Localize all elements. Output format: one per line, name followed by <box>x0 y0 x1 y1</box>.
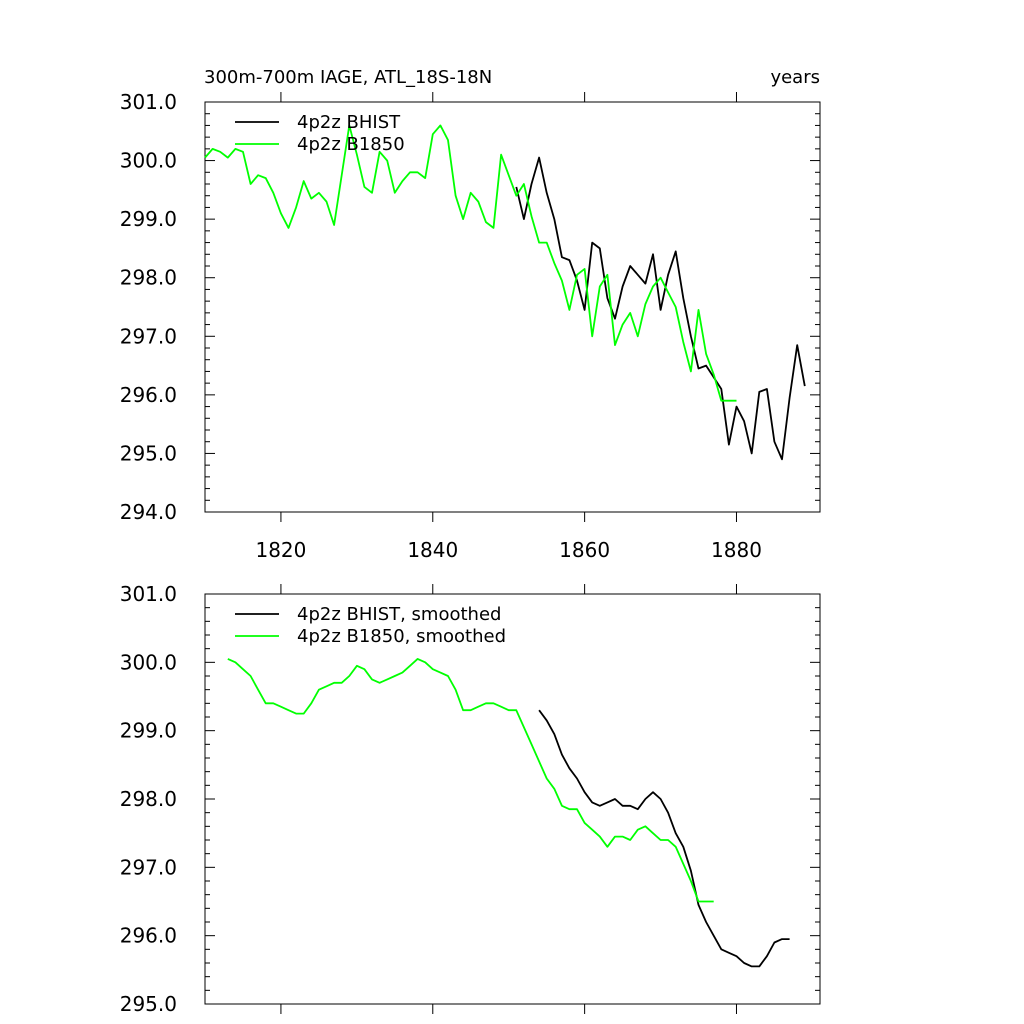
y-tick-label: 301.0 <box>120 582 177 606</box>
x-tick-label: 1860 <box>559 538 610 562</box>
legend-label: 4p2z B1850 <box>297 134 405 155</box>
y-tick-label: 296.0 <box>120 924 177 948</box>
legend-label: 4p2z BHIST <box>297 112 401 133</box>
y-tick-label: 296.0 <box>120 383 177 407</box>
y-tick-label: 299.0 <box>120 719 177 743</box>
units-label: years <box>770 67 820 88</box>
y-tick-label: 300.0 <box>120 650 177 674</box>
y-tick-label: 294.0 <box>120 500 177 524</box>
x-tick-label: 1820 <box>255 538 306 562</box>
series-line <box>538 709 790 968</box>
y-tick-label: 299.0 <box>120 207 177 231</box>
y-tick-label: 295.0 <box>120 441 177 465</box>
y-tick-label: 298.0 <box>120 787 177 811</box>
x-tick-label: 1880 <box>711 538 762 562</box>
plot-frame <box>204 593 821 1005</box>
series-line <box>515 156 806 461</box>
plot-frame <box>204 101 821 513</box>
y-tick-label: 297.0 <box>120 324 177 348</box>
bottom-panel: 295.0 296.0 297.0 298.0 299.0 300.0 301.0 4p2z … <box>120 582 821 1016</box>
top-panel: 300m-700m IAGE, ATL_18S-18N years 294.0 2… <box>120 67 821 562</box>
y-tick-label: 300.0 <box>120 149 177 173</box>
series-line <box>204 124 737 402</box>
x-tick-label: 1840 <box>407 538 458 562</box>
y-tick-label: 301.0 <box>120 90 177 114</box>
y-tick-label: 298.0 <box>120 266 177 290</box>
series-line <box>227 658 714 903</box>
legend-label: 4p2z BHIST, smoothed <box>297 604 501 625</box>
y-tick-label: 297.0 <box>120 855 177 879</box>
y-tick-label: 295.0 <box>120 992 177 1016</box>
legend-label: 4p2z B1850, smoothed <box>297 626 506 647</box>
chart-title: 300m-700m IAGE, ATL_18S-18N <box>204 67 492 88</box>
